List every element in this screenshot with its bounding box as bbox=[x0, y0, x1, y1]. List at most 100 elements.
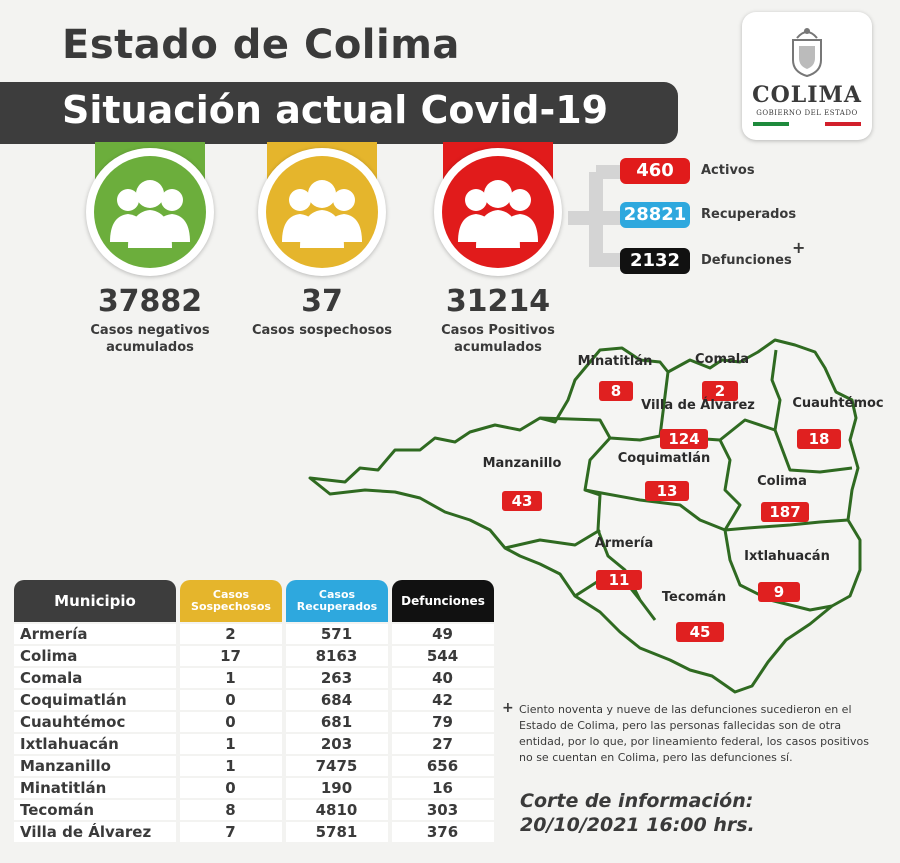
summary-circle-fill bbox=[266, 156, 378, 268]
table-cell: 190 bbox=[286, 778, 388, 798]
table-cell: Ixtlahuacán bbox=[14, 734, 176, 754]
table-cell: 544 bbox=[392, 646, 494, 666]
table-cell: 656 bbox=[392, 756, 494, 776]
table-cell: Coquimatlán bbox=[14, 690, 176, 710]
map-municipio-name: Armería bbox=[594, 536, 654, 551]
table-cell: 16 bbox=[392, 778, 494, 798]
map-municipio-value: 43 bbox=[502, 491, 542, 511]
table-cell: 27 bbox=[392, 734, 494, 754]
page-subtitle: Situación actual Covid-19 bbox=[62, 88, 609, 132]
table-cell: 8163 bbox=[286, 646, 388, 666]
table-cell: Colima bbox=[14, 646, 176, 666]
summary-label-2: acumulados bbox=[454, 340, 542, 355]
table-cell: 203 bbox=[286, 734, 388, 754]
table-cell: 79 bbox=[392, 712, 494, 732]
table-row: Cuauhtémoc 0 681 79 bbox=[14, 712, 494, 732]
map-municipio-value: 11 bbox=[596, 570, 642, 590]
note-mark: + bbox=[502, 700, 514, 716]
table-header-3: Defunciones bbox=[392, 580, 494, 622]
summary-label-2: acumulados bbox=[106, 340, 194, 355]
map-municipio-name: Colima bbox=[757, 474, 807, 489]
table-cell: 571 bbox=[286, 624, 388, 644]
table-cell: Tecomán bbox=[14, 800, 176, 820]
table-header-0: Municipio bbox=[14, 580, 176, 622]
table-row: Manzanillo 1 7475 656 bbox=[14, 756, 494, 776]
summary-value: 31214 bbox=[445, 284, 551, 319]
map-municipio-value: 9 bbox=[758, 582, 800, 602]
status-bracket bbox=[568, 165, 628, 267]
page-title: Estado de Colima bbox=[62, 22, 460, 68]
people-group-icon bbox=[282, 180, 362, 248]
table-cell: 0 bbox=[180, 712, 282, 732]
map-municipio-value: 187 bbox=[761, 502, 809, 522]
table-cell: 1 bbox=[180, 756, 282, 776]
people-group-icon bbox=[458, 180, 538, 248]
status-value-1: 28821 bbox=[620, 202, 690, 228]
map-municipio-name: Minatitlán bbox=[577, 354, 653, 369]
cutoff-label: Corte de información: bbox=[520, 790, 754, 812]
map-municipio-value: 8 bbox=[599, 381, 633, 401]
flag-stripe-green bbox=[753, 122, 789, 126]
people-group-icon bbox=[110, 180, 190, 248]
table-row: Minatitlán 0 190 16 bbox=[14, 778, 494, 798]
table-row: Villa de Álvarez 7 5781 376 bbox=[14, 822, 494, 842]
summary-value: 37882 bbox=[97, 284, 203, 319]
footnote-text: Ciento noventa y nueve de las defuncione… bbox=[519, 703, 869, 764]
table-row: Coquimatlán 0 684 42 bbox=[14, 690, 494, 710]
coat-of-arms-icon bbox=[792, 28, 822, 78]
map-municipio-name: Tecomán bbox=[661, 590, 727, 605]
table-cell: 17 bbox=[180, 646, 282, 666]
map-municipio-value: 2 bbox=[702, 381, 738, 401]
map-municipio-name: Villa de Álvarez bbox=[641, 398, 755, 413]
table-cell: Armería bbox=[14, 624, 176, 644]
table-row: Tecomán 8 4810 303 bbox=[14, 800, 494, 820]
table-cell: 7475 bbox=[286, 756, 388, 776]
table-cell: 40 bbox=[392, 668, 494, 688]
table-header-1: Casos Sospechosos bbox=[180, 580, 282, 622]
map-municipio-value: 18 bbox=[797, 429, 841, 449]
table-header-2: Casos Recuperados bbox=[286, 580, 388, 622]
table-cell: 1 bbox=[180, 668, 282, 688]
summary-circle bbox=[86, 148, 214, 276]
map-municipio-name: Comala bbox=[694, 352, 750, 367]
table-cell: Minatitlán bbox=[14, 778, 176, 798]
municipios-table: Municipio Casos Sospechosos Casos Recupera… bbox=[10, 578, 498, 844]
map-municipio-value: 124 bbox=[660, 429, 708, 449]
status-value-2: 2132 bbox=[620, 248, 690, 274]
table-cell: 7 bbox=[180, 822, 282, 842]
status-label-1: Recuperados bbox=[701, 207, 797, 222]
flag-stripe-white bbox=[789, 122, 825, 126]
logo-subtitle: GOBIERNO DEL ESTADO bbox=[756, 109, 858, 117]
table-cell: 42 bbox=[392, 690, 494, 710]
table-cell: 681 bbox=[286, 712, 388, 732]
map-municipio-name: Manzanillo bbox=[482, 456, 562, 471]
flag-stripe-red bbox=[825, 122, 861, 126]
summary-value: 37 bbox=[301, 284, 343, 319]
status-label-2: Defunciones bbox=[701, 253, 792, 268]
summary-circle-fill bbox=[94, 156, 206, 268]
table-cell: 5781 bbox=[286, 822, 388, 842]
table-row: Armería 2 571 49 bbox=[14, 624, 494, 644]
table-cell: 0 bbox=[180, 690, 282, 710]
table-cell: 1 bbox=[180, 734, 282, 754]
status-value-0: 460 bbox=[620, 158, 690, 184]
map-municipio-value: 13 bbox=[645, 481, 689, 501]
summary-circle bbox=[258, 148, 386, 276]
colima-logo: COLIMA GOBIERNO DEL ESTADO bbox=[742, 12, 872, 140]
map-municipio-name: Ixtlahuacán bbox=[744, 549, 830, 564]
state-outline bbox=[308, 338, 862, 694]
map-municipio-name: Coquimatlán bbox=[617, 451, 711, 466]
table-cell: Cuauhtémoc bbox=[14, 712, 176, 732]
table-cell: 376 bbox=[392, 822, 494, 842]
table-cell: 4810 bbox=[286, 800, 388, 820]
subtitle-bar bbox=[0, 82, 678, 144]
cutoff-datetime: 20/10/2021 16:00 hrs. bbox=[520, 814, 755, 836]
map-municipio-value: 45 bbox=[676, 622, 724, 642]
defunciones-mark: + bbox=[792, 238, 806, 257]
summary-label: Casos negativos bbox=[90, 323, 210, 338]
table-cell: 303 bbox=[392, 800, 494, 820]
summary-circle bbox=[434, 148, 562, 276]
map-municipio-name: Cuauhtémoc bbox=[792, 396, 884, 411]
logo-name: COLIMA bbox=[752, 82, 862, 108]
table-row: Colima 17 8163 544 bbox=[14, 646, 494, 666]
